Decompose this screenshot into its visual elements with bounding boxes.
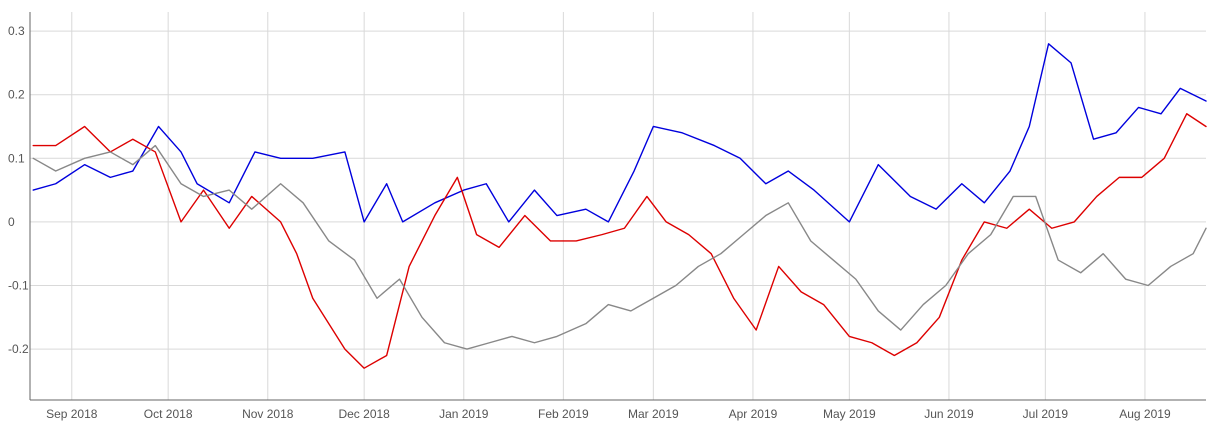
y-tick-label: 0.3 bbox=[8, 24, 25, 38]
y-tick-label: 0.1 bbox=[8, 151, 25, 165]
y-tick-label: 0.2 bbox=[8, 88, 25, 102]
label-layer: 0.3 0.2 0.1 0 -0.1 -0.2 Sep 2018 Oct 2018 Nov 20… bbox=[8, 24, 1171, 421]
x-tick-label: Aug 2019 bbox=[1119, 407, 1171, 421]
series-line-1 bbox=[32, 43, 1207, 223]
x-tick-label: Jan 2019 bbox=[439, 407, 489, 421]
x-tick-label: Oct 2018 bbox=[144, 407, 193, 421]
x-tick-label: Feb 2019 bbox=[538, 407, 589, 421]
y-tick-label: 0 bbox=[8, 215, 15, 229]
x-tick-label: Nov 2018 bbox=[242, 407, 294, 421]
series-line-3 bbox=[32, 144, 1207, 350]
x-tick-label: May 2019 bbox=[823, 407, 876, 421]
x-tick-label: Mar 2019 bbox=[628, 407, 679, 421]
x-tick-label: Jul 2019 bbox=[1023, 407, 1069, 421]
x-tick-label: Jun 2019 bbox=[924, 407, 974, 421]
y-tick-label: -0.2 bbox=[8, 342, 29, 356]
x-tick-label: Apr 2019 bbox=[729, 407, 778, 421]
series-layer bbox=[32, 43, 1207, 369]
series-line-2 bbox=[32, 113, 1207, 369]
x-tick-label: Dec 2018 bbox=[338, 407, 390, 421]
x-tick-label: Sep 2018 bbox=[46, 407, 98, 421]
y-tick-label: -0.1 bbox=[8, 279, 29, 293]
grid-layer bbox=[30, 12, 1206, 400]
axis-layer bbox=[29, 12, 1206, 401]
